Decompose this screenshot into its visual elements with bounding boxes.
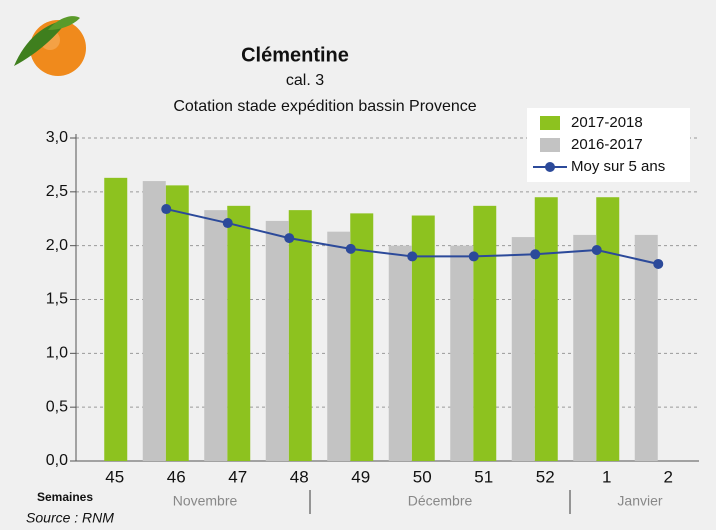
x-tick-label: 48 bbox=[290, 467, 309, 486]
bar bbox=[473, 205, 497, 461]
line-point bbox=[653, 258, 664, 269]
bar bbox=[204, 210, 228, 461]
line-point bbox=[530, 249, 541, 260]
line-point bbox=[407, 251, 418, 262]
bar bbox=[634, 234, 658, 461]
line-point bbox=[161, 204, 172, 215]
month-label: Décembre bbox=[408, 493, 473, 509]
x-tick-label: 47 bbox=[228, 467, 247, 486]
y-tick-label: 1,0 bbox=[46, 345, 68, 362]
y-tick-label: 3,0 bbox=[46, 129, 68, 146]
y-tick-label: 0,5 bbox=[46, 398, 68, 415]
bar bbox=[104, 177, 128, 461]
bar bbox=[165, 185, 189, 461]
x-tick-label: 52 bbox=[536, 467, 555, 486]
legend-label: 2017-2018 bbox=[571, 114, 643, 131]
line-point bbox=[345, 243, 356, 254]
month-label: Janvier bbox=[617, 493, 662, 509]
legend-label: Moy sur 5 ans bbox=[571, 158, 665, 175]
chart-subtitle: cal. 3 bbox=[286, 72, 324, 89]
bar bbox=[350, 213, 374, 461]
x-tick-label: 51 bbox=[474, 467, 493, 486]
bar bbox=[596, 197, 620, 461]
bar bbox=[411, 215, 435, 461]
x-tick-label: 45 bbox=[105, 467, 124, 486]
y-tick-label: 1,5 bbox=[46, 291, 68, 308]
chart-description: Cotation stade expédition bassin Provenc… bbox=[173, 98, 476, 115]
line-point bbox=[591, 244, 602, 255]
legend-swatch bbox=[545, 162, 555, 172]
bar bbox=[288, 210, 312, 461]
x-tick-label: 49 bbox=[351, 467, 370, 486]
bar bbox=[142, 181, 166, 462]
legend-swatch bbox=[540, 138, 560, 152]
bar bbox=[227, 205, 251, 461]
line-point bbox=[222, 218, 233, 229]
line-point bbox=[468, 251, 479, 262]
x-tick-label: 50 bbox=[413, 467, 432, 486]
bar bbox=[534, 197, 558, 461]
legend-swatch bbox=[540, 116, 560, 130]
bar bbox=[265, 220, 289, 461]
bar bbox=[388, 245, 412, 461]
bar bbox=[573, 234, 597, 461]
x-tick-label: 46 bbox=[167, 467, 186, 486]
x-tick-label: 2 bbox=[664, 467, 673, 486]
line-point bbox=[284, 233, 295, 244]
y-tick-label: 2,5 bbox=[46, 183, 68, 200]
clementine-icon bbox=[14, 16, 86, 76]
bar bbox=[450, 245, 474, 461]
legend-label: 2016-2017 bbox=[571, 136, 643, 153]
x-axis-label: Semaines bbox=[37, 490, 93, 504]
month-label: Novembre bbox=[173, 493, 238, 509]
y-tick-label: 0,0 bbox=[46, 452, 68, 469]
x-tick-label: 1 bbox=[602, 467, 611, 486]
bar bbox=[327, 231, 351, 461]
y-tick-label: 2,0 bbox=[46, 237, 68, 254]
chart-title: Clémentine bbox=[241, 44, 349, 66]
source: Source : RNM bbox=[26, 510, 114, 526]
bar bbox=[511, 237, 535, 461]
